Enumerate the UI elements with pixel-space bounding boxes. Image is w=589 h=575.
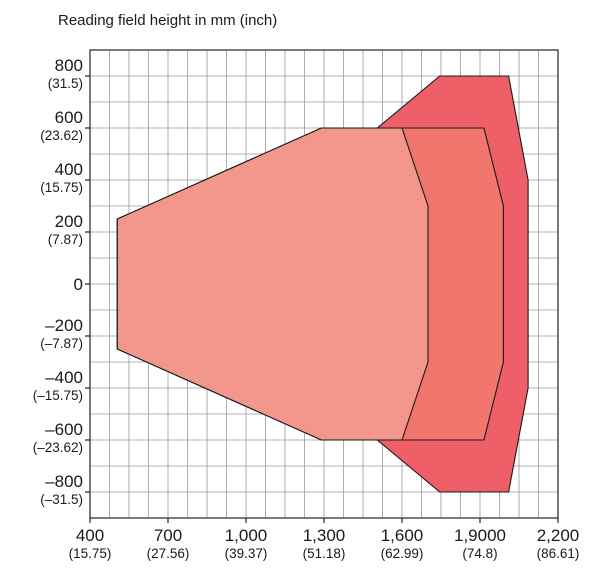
y-tick-label: 800 xyxy=(55,56,83,75)
x-tick-sublabel: (62.99) xyxy=(381,546,424,561)
x-tick-label: 1,600 xyxy=(381,526,424,545)
y-tick-label: –400 xyxy=(45,368,83,387)
x-tick-label: 2,200 xyxy=(537,526,580,545)
x-tick-sublabel: (74.8) xyxy=(462,546,497,561)
chart-title: Reading field height in mm (inch) xyxy=(58,12,277,29)
y-axis-ticks: 800(31.5) 600(23.62) 400(15.75) 200(7.87) 0 –… xyxy=(33,56,90,507)
y-tick-sublabel: (31.5) xyxy=(48,76,83,91)
y-tick-label: 0 xyxy=(74,275,83,294)
y-tick-label: –800 xyxy=(45,472,83,491)
reading-zones xyxy=(116,75,529,493)
x-tick-sublabel: (51.18) xyxy=(303,546,346,561)
x-tick-label: 1,000 xyxy=(225,526,268,545)
x-tick-label: 700 xyxy=(154,526,182,545)
reading-zone-3 xyxy=(116,127,429,441)
y-tick-label: 600 xyxy=(55,108,83,127)
y-tick-label: –200 xyxy=(45,316,83,335)
x-axis-ticks: 400(15.75) 700(27.56) 1,000(39.37) 1,300(51… xyxy=(69,518,580,561)
y-tick-label: –600 xyxy=(45,420,83,439)
x-tick-sublabel: (86.61) xyxy=(537,546,580,561)
x-tick-sublabel: (15.75) xyxy=(69,546,112,561)
y-tick-sublabel: (–23.62) xyxy=(33,440,83,455)
x-tick-sublabel: (27.56) xyxy=(147,546,190,561)
y-tick-label: 200 xyxy=(55,212,83,231)
x-tick-sublabel: (39.37) xyxy=(225,546,268,561)
y-tick-sublabel: (15.75) xyxy=(40,180,83,195)
x-tick-label: 1,300 xyxy=(303,526,346,545)
x-tick-label: 1,9000 xyxy=(454,526,506,545)
y-tick-sublabel: (–15.75) xyxy=(33,388,83,403)
y-tick-sublabel: (–7.87) xyxy=(40,336,83,351)
y-tick-sublabel: (–31.5) xyxy=(40,492,83,507)
x-tick-label: 400 xyxy=(76,526,104,545)
y-tick-label: 400 xyxy=(55,160,83,179)
y-tick-sublabel: (7.87) xyxy=(48,232,83,247)
y-tick-sublabel: (23.62) xyxy=(40,128,83,143)
